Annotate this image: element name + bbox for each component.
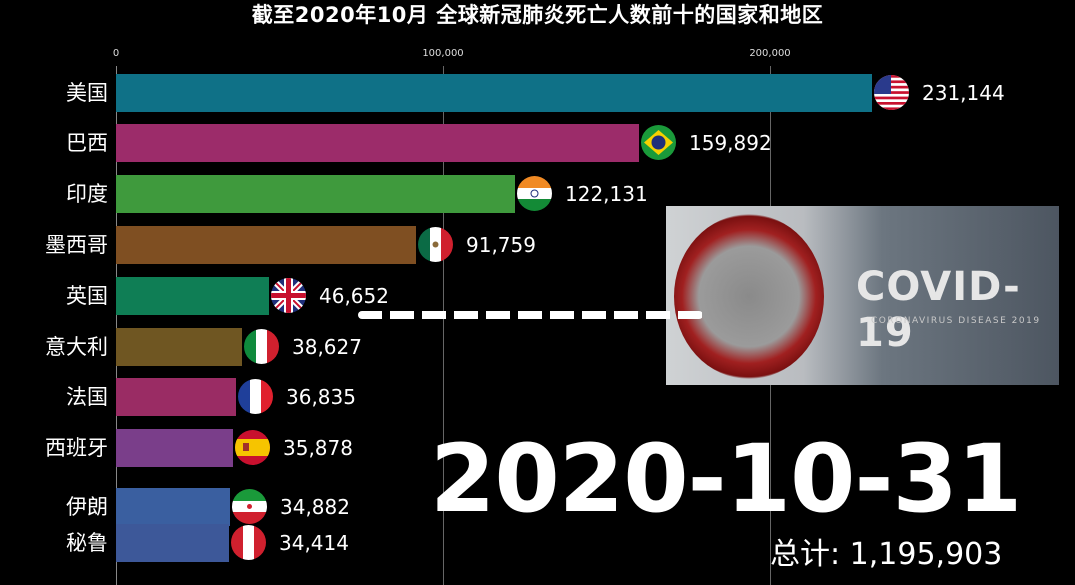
bar bbox=[116, 124, 639, 162]
bar-row: 美国 231,144 bbox=[0, 74, 1075, 112]
axis-tick-label: 100,000 bbox=[422, 48, 464, 59]
value-label: 231,144 bbox=[922, 81, 1005, 105]
bar bbox=[116, 488, 230, 526]
gridline bbox=[443, 66, 444, 585]
country-label: 伊朗 bbox=[66, 495, 108, 519]
bar-row: 伊朗 34,882 bbox=[0, 488, 1075, 526]
value-label: 91,759 bbox=[466, 233, 536, 257]
value-label: 46,652 bbox=[319, 284, 389, 308]
country-label: 意大利 bbox=[45, 335, 108, 359]
total-label: 总计: 1,195,903 bbox=[770, 537, 1003, 572]
axis-baseline bbox=[116, 66, 117, 585]
country-label: 巴西 bbox=[66, 131, 108, 155]
bar bbox=[116, 175, 515, 213]
spain-flag-icon bbox=[235, 430, 270, 465]
bar bbox=[116, 429, 233, 467]
country-label: 印度 bbox=[66, 182, 108, 206]
country-label: 美国 bbox=[66, 81, 108, 105]
covid-image-title: COVID-19 bbox=[856, 264, 1021, 356]
country-label: 秘鲁 bbox=[66, 531, 108, 555]
value-label: 35,878 bbox=[283, 436, 353, 460]
bar bbox=[116, 74, 872, 112]
country-label: 墨西哥 bbox=[45, 233, 108, 257]
bar-row: 西班牙 35,878 bbox=[0, 429, 1075, 467]
india-flag-icon bbox=[517, 176, 552, 211]
bar-row: 秘鲁 34,414 bbox=[0, 524, 1075, 562]
value-label: 122,131 bbox=[565, 182, 648, 206]
value-label: 36,835 bbox=[286, 385, 356, 409]
bar bbox=[116, 524, 229, 562]
bar bbox=[116, 226, 416, 264]
covid-image-subtitle: CORONAVIRUS DISEASE 2019 bbox=[871, 316, 1041, 326]
value-label: 34,414 bbox=[279, 531, 349, 555]
iran-flag-icon bbox=[232, 489, 267, 524]
mexico-flag-icon bbox=[418, 227, 453, 262]
value-label: 159,892 bbox=[689, 131, 772, 155]
country-label: 西班牙 bbox=[45, 436, 108, 460]
bar bbox=[116, 328, 242, 366]
bar-row: 印度 122,131 bbox=[0, 175, 1075, 213]
brazil-flag-icon bbox=[641, 125, 676, 160]
bar-row: 墨西哥 91,759 bbox=[0, 226, 1075, 264]
bar bbox=[116, 277, 269, 315]
dashed-connector bbox=[358, 311, 703, 319]
virus-icon bbox=[674, 214, 824, 379]
bar-row: 法国 36,835 bbox=[0, 378, 1075, 416]
value-label: 38,627 bbox=[292, 335, 362, 359]
chart-title: 截至2020年10月 全球新冠肺炎死亡人数前十的国家和地区 bbox=[251, 3, 824, 27]
value-label: 34,882 bbox=[280, 495, 350, 519]
uk-flag-icon bbox=[271, 278, 306, 313]
axis-tick-label: 200,000 bbox=[749, 48, 791, 59]
bar bbox=[116, 378, 236, 416]
date-label: 2020-10-31 bbox=[430, 425, 1022, 534]
bar-row: 巴西 159,892 bbox=[0, 124, 1075, 162]
covid-image: COVID-19 CORONAVIRUS DISEASE 2019 bbox=[666, 206, 1059, 385]
italy-flag-icon bbox=[244, 329, 279, 364]
peru-flag-icon bbox=[231, 525, 266, 560]
us-flag-icon bbox=[874, 75, 909, 110]
bar-row: 意大利 38,627 bbox=[0, 328, 1075, 366]
bar-row: 英国 46,652 bbox=[0, 277, 1075, 315]
france-flag-icon bbox=[238, 379, 273, 414]
axis-tick-label: 0 bbox=[112, 48, 120, 59]
country-label: 英国 bbox=[66, 284, 108, 308]
country-label: 法国 bbox=[66, 385, 108, 409]
